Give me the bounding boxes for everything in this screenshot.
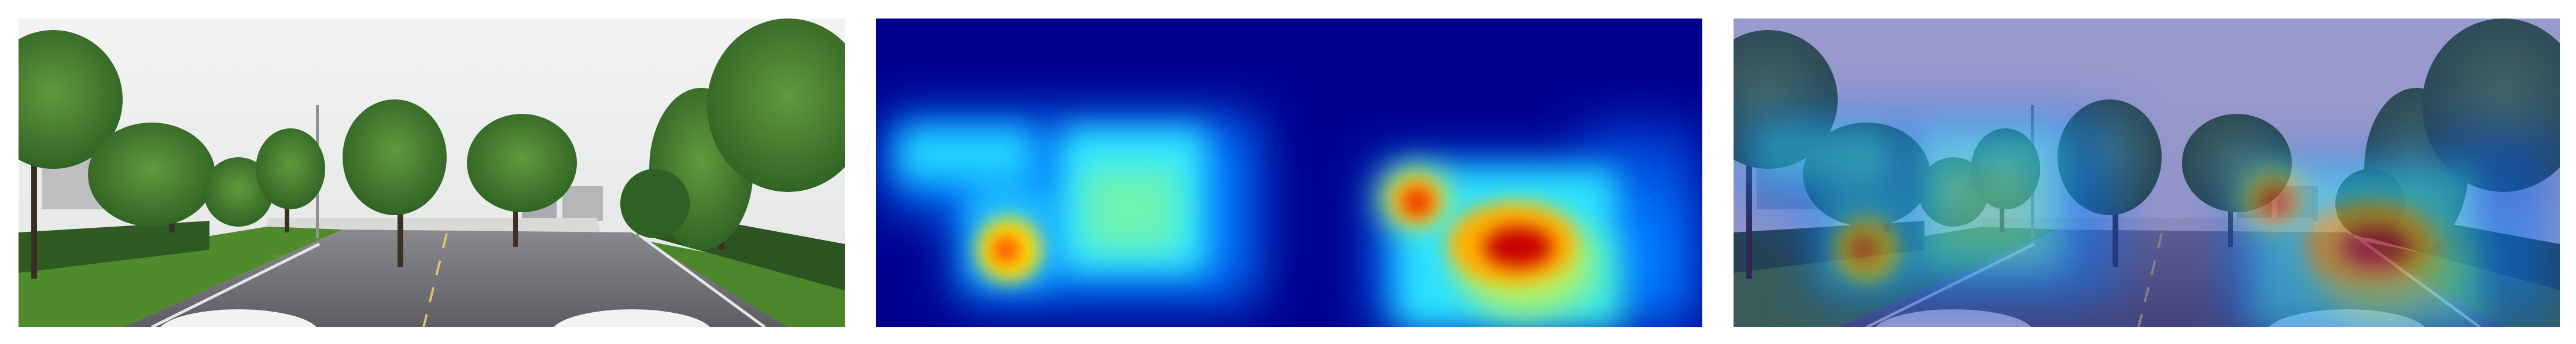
heatmap-overlay: [1734, 19, 2560, 327]
heatmap-overlay-panel: [1734, 19, 2560, 327]
original-photo-panel: [19, 19, 845, 327]
attention-heatmap: [876, 19, 1702, 327]
attention-heatmap-panel: [876, 19, 1702, 327]
original-photo: [19, 19, 845, 327]
